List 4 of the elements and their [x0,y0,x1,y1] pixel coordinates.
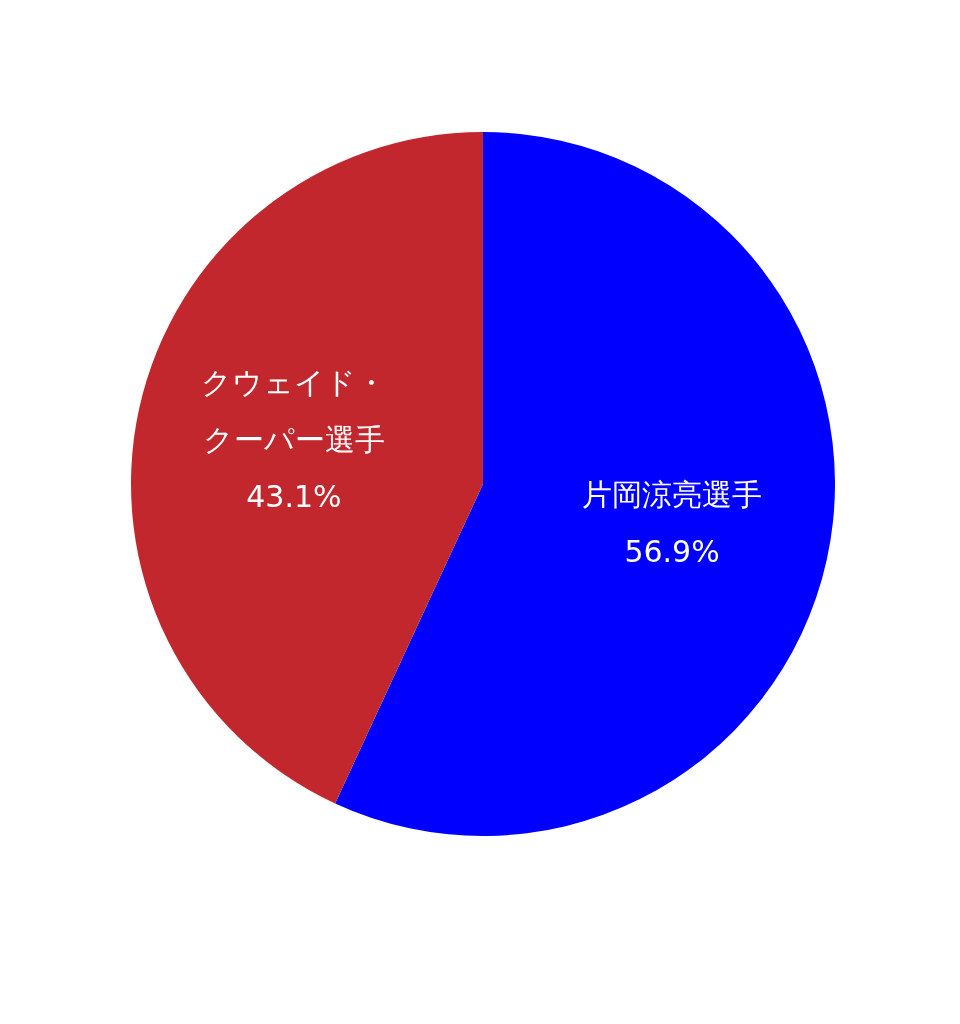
slice-label: 片岡涼亮選手 [582,476,763,512]
data-label: 43.1% [246,479,342,515]
data-label: 56.9% [624,533,720,569]
slice-label: クウェイド・クーパー選手 [201,365,387,458]
